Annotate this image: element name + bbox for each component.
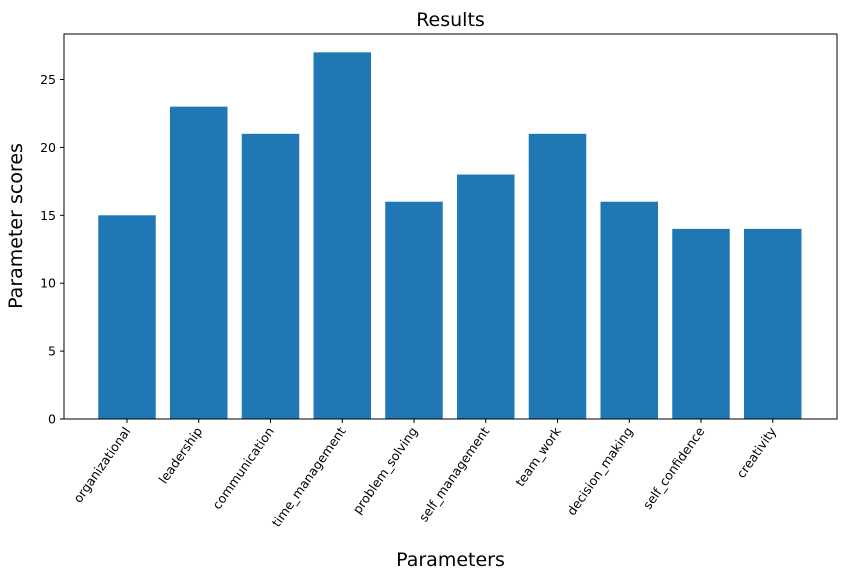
x-tick-label: time_management [269,424,349,530]
x-tick-label: creativity [733,424,779,481]
bars-group [98,52,802,419]
y-tick-label: 20 [40,140,56,155]
plot-frame [63,33,838,420]
x-tick-label: organizational [70,424,133,505]
x-tick-label: decision_making [564,424,636,518]
y-tick-label: 0 [48,412,56,427]
y-tick-label: 15 [40,208,56,223]
x-axis-title: Parameters [396,549,505,571]
x-tick-label: problem_solving [349,424,420,516]
x-tick-label: self_confidence [640,424,708,512]
bar-self_management [457,174,515,419]
chart-title: Results [416,9,485,31]
bar-leadership [170,106,228,419]
y-tick-label: 5 [48,344,56,359]
y-axis-ticks: 0 5 10 15 20 25 [40,72,64,427]
x-axis-ticks: organizational leadership communicationtim… [70,419,780,530]
x-tick-label: leadership [155,424,205,486]
bar-time_management [313,52,371,419]
bar-problem_solving [385,201,443,419]
bar-communication [241,133,300,419]
x-tick-label: self_management [416,424,493,524]
bar-creativity [744,228,802,419]
y-tick-label: 25 [40,72,56,87]
bar-team_work [528,133,587,419]
bar-decision_making [600,201,658,419]
y-tick-label: 10 [40,276,56,291]
y-axis-title: Parameter scores [5,143,27,309]
x-tick-label: communication [209,424,277,512]
bar-organizational [98,215,156,419]
x-tick-label: team_work [512,424,564,490]
bar-self_confidence [672,228,730,419]
